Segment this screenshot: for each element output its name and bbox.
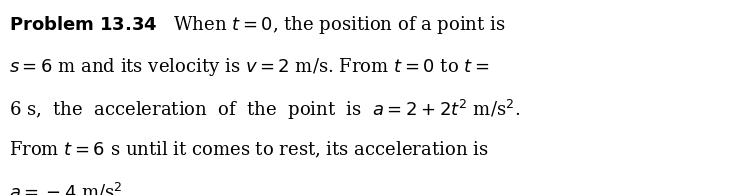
Text: From $t = 6$ s until it comes to rest, its acceleration is: From $t = 6$ s until it comes to rest, i… [9, 139, 488, 160]
Text: $s = 6$ m and its velocity is $v = 2$ m/s. From $t = 0$ to $t =$: $s = 6$ m and its velocity is $v = 2$ m/… [9, 56, 489, 78]
Text: 6 s,  the  acceleration  of  the  point  is  $a = 2 + 2t^2$ m/s$^2$.: 6 s, the acceleration of the point is $a… [9, 98, 520, 122]
Text: $\mathbf{Problem\ 13.34}$   When $t = 0$, the position of a point is: $\mathbf{Problem\ 13.34}$ When $t = 0$, … [9, 14, 505, 36]
Text: $a = -4$ m/s$^2$.: $a = -4$ m/s$^2$. [9, 181, 129, 195]
